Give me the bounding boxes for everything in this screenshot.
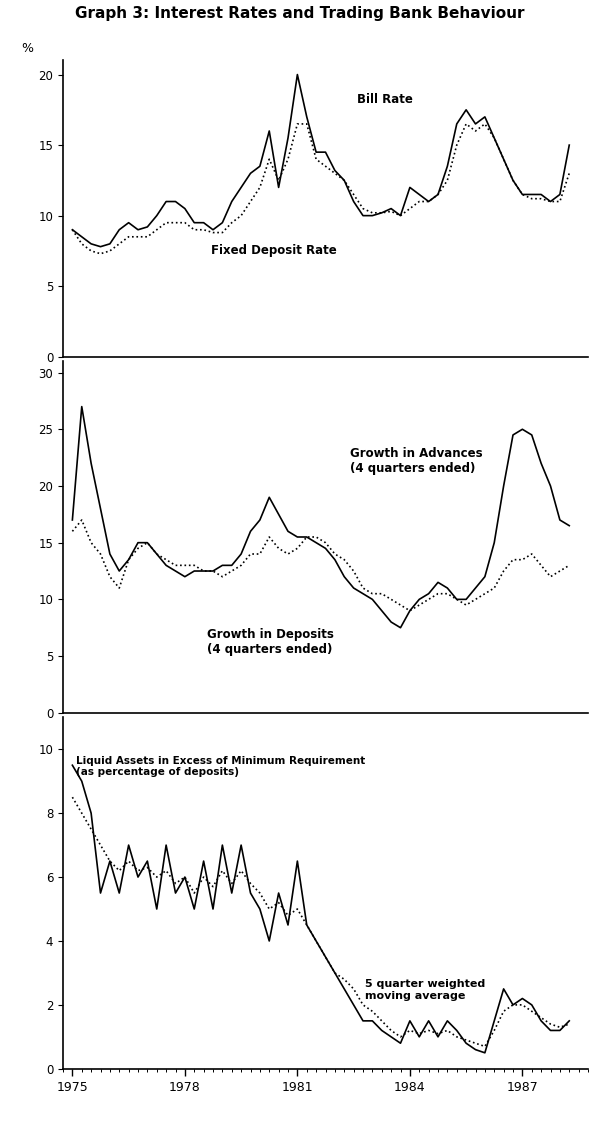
Text: %: % xyxy=(21,42,33,54)
Text: 5 quarter weighted
moving average: 5 quarter weighted moving average xyxy=(365,979,485,1001)
Text: Bill Rate: Bill Rate xyxy=(358,93,413,105)
Text: Liquid Assets in Excess of Minimum Requirement
(as percentage of deposits): Liquid Assets in Excess of Minimum Requi… xyxy=(76,756,365,777)
Text: Growth in Deposits
(4 quarters ended): Growth in Deposits (4 quarters ended) xyxy=(208,628,334,656)
Text: Growth in Advances
(4 quarters ended): Growth in Advances (4 quarters ended) xyxy=(350,447,482,475)
Text: Fixed Deposit Rate: Fixed Deposit Rate xyxy=(211,244,337,257)
Text: Graph 3: Interest Rates and Trading Bank Behaviour: Graph 3: Interest Rates and Trading Bank… xyxy=(75,6,525,20)
